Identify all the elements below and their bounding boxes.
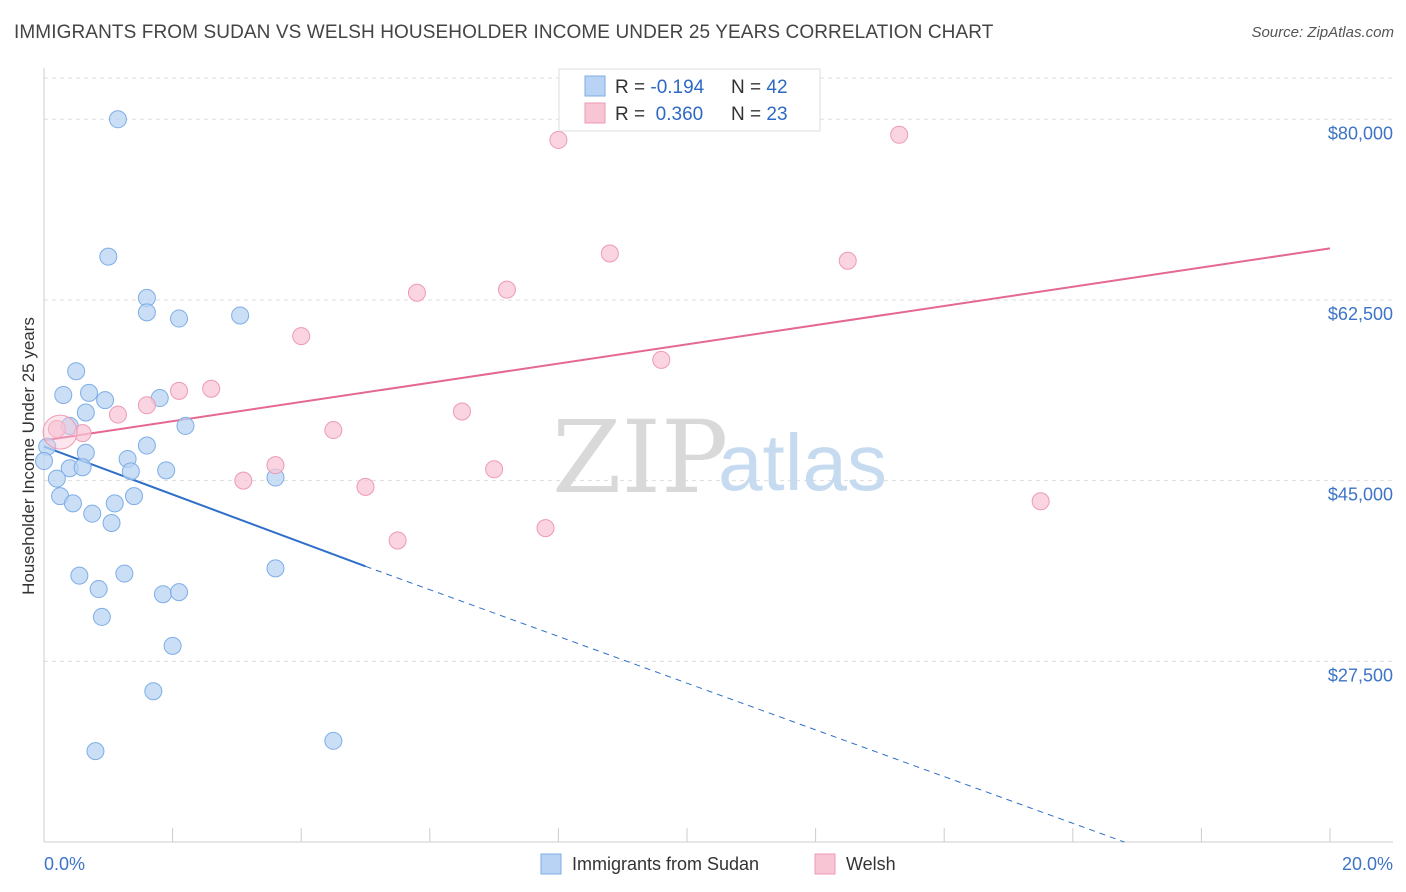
data-point-welsh xyxy=(292,327,311,346)
data-point-welsh xyxy=(838,251,857,270)
legend-r-value-sudan: -0.194 xyxy=(650,77,704,98)
bottom-legend-label-sudan: Immigrants from Sudan xyxy=(572,854,759,874)
data-point-welsh xyxy=(108,405,127,424)
trend-line-extension-sudan xyxy=(365,565,1125,843)
legend-r-label-welsh: R = xyxy=(615,104,650,125)
bottom-legend-swatch-sudan xyxy=(540,853,562,875)
bottom-legend-swatch-welsh xyxy=(814,853,836,875)
data-point-welsh xyxy=(600,244,619,263)
data-point-welsh xyxy=(890,125,909,144)
data-point-welsh xyxy=(388,531,407,550)
legend-row-welsh: R = 0.360 xyxy=(615,104,703,125)
y-tick-label-0: $80,000 xyxy=(1328,123,1393,143)
chart-title: IMMIGRANTS FROM SUDAN VS WELSH HOUSEHOLD… xyxy=(14,22,994,43)
x-tick-min: 0.0% xyxy=(44,854,85,874)
legend-n-label-welsh: N = xyxy=(731,104,766,125)
legend-box: R = -0.194 N = 42 R = 0.360 N = 23 xyxy=(558,68,821,132)
data-point-sudan xyxy=(108,110,127,129)
watermark: ZIP atlas xyxy=(552,399,887,516)
data-point-sudan xyxy=(80,383,99,402)
data-point-sudan xyxy=(96,391,115,410)
data-point-welsh xyxy=(266,456,285,475)
data-point-sudan xyxy=(137,303,156,322)
point-layer xyxy=(35,110,1050,761)
y-tick-label-2: $45,000 xyxy=(1328,485,1393,505)
data-point-sudan xyxy=(63,494,82,513)
data-point-sudan xyxy=(76,403,95,422)
legend-n-label-sudan: N = xyxy=(731,77,766,98)
data-point-welsh xyxy=(1031,492,1050,511)
data-point-sudan xyxy=(170,583,189,602)
trend-line-welsh xyxy=(43,247,1331,442)
data-point-sudan xyxy=(170,309,189,328)
data-point-welsh xyxy=(485,460,504,479)
y-tick-label-1: $62,500 xyxy=(1328,304,1393,324)
data-point-sudan xyxy=(99,247,118,266)
data-point-welsh xyxy=(536,519,555,538)
legend-n-value-welsh: 23 xyxy=(766,104,787,125)
legend-swatch-welsh xyxy=(584,102,606,124)
data-point-sudan xyxy=(54,385,73,404)
data-point-sudan xyxy=(70,566,89,585)
data-point-sudan xyxy=(83,504,102,523)
data-point-sudan xyxy=(231,306,250,325)
data-point-sudan xyxy=(102,513,121,532)
watermark-zip: ZIP xyxy=(552,399,728,516)
data-point-sudan xyxy=(89,580,108,599)
data-point-welsh xyxy=(407,283,426,302)
data-point-sudan xyxy=(92,607,111,626)
y-tick-label-3: $27,500 xyxy=(1328,665,1393,685)
data-point-welsh xyxy=(497,280,516,299)
data-point-sudan xyxy=(137,436,156,455)
data-point-sudan xyxy=(144,682,163,701)
data-point-welsh xyxy=(137,396,156,415)
data-point-sudan xyxy=(115,564,134,583)
data-point-welsh xyxy=(234,471,253,490)
data-point-sudan xyxy=(47,469,66,488)
legend-row-sudan: R = -0.194 xyxy=(615,77,705,98)
data-point-welsh xyxy=(47,420,66,439)
y-axis-label: Householder Income Under 25 years xyxy=(19,317,38,595)
data-point-sudan xyxy=(324,731,343,750)
data-point-sudan xyxy=(176,416,195,435)
data-point-sudan xyxy=(157,461,176,480)
data-point-welsh xyxy=(324,421,343,440)
data-point-sudan xyxy=(153,585,172,604)
trend-line-sudan xyxy=(43,445,366,568)
bottom-legend: Immigrants from Sudan Welsh xyxy=(540,853,896,875)
data-point-welsh xyxy=(356,477,375,496)
data-point-sudan xyxy=(35,452,53,471)
data-point-welsh xyxy=(73,424,92,443)
data-point-sudan xyxy=(86,742,105,761)
svg-text:N = 23: N = 23 xyxy=(731,104,788,125)
data-point-welsh xyxy=(652,350,671,369)
data-point-welsh xyxy=(202,379,221,398)
svg-text:N = 42: N = 42 xyxy=(731,77,788,98)
data-point-sudan xyxy=(67,362,86,381)
data-point-sudan xyxy=(266,559,285,578)
data-point-sudan xyxy=(105,494,124,513)
trend-layer xyxy=(43,247,1331,843)
watermark-atlas: atlas xyxy=(718,418,887,507)
data-point-sudan xyxy=(73,458,92,477)
data-point-sudan xyxy=(163,636,182,655)
data-point-welsh xyxy=(170,381,189,400)
legend-swatch-sudan xyxy=(584,75,606,97)
data-point-sudan xyxy=(125,487,144,506)
legend-n-value-sudan: 42 xyxy=(766,77,787,98)
data-point-welsh xyxy=(549,130,568,149)
source-label: Source: ZipAtlas.com xyxy=(1251,24,1394,41)
legend-r-label-sudan: R = xyxy=(615,77,650,98)
legend-r-value-welsh: 0.360 xyxy=(650,104,703,125)
data-point-welsh-cluster xyxy=(42,414,78,450)
tick-label-layer: $80,000 $62,500 $45,000 $27,500 xyxy=(1328,123,1393,685)
data-point-welsh xyxy=(452,402,471,421)
data-point-sudan xyxy=(121,462,140,481)
x-tick-max: 20.0% xyxy=(1342,854,1393,874)
bottom-legend-label-welsh: Welsh xyxy=(846,854,896,874)
grid-layer xyxy=(44,77,1393,662)
